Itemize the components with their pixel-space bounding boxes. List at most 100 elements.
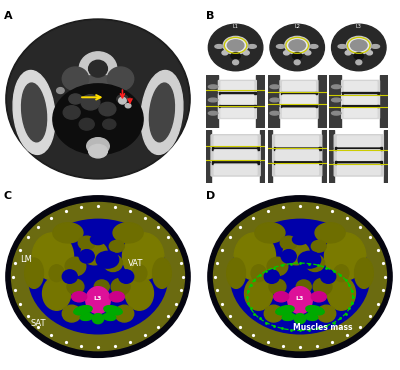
Ellipse shape <box>334 265 349 282</box>
Text: L1: L1 <box>233 24 238 29</box>
Ellipse shape <box>255 223 285 243</box>
Ellipse shape <box>234 233 276 280</box>
Ellipse shape <box>231 53 240 60</box>
Ellipse shape <box>208 196 392 357</box>
Text: A: A <box>4 11 13 21</box>
FancyBboxPatch shape <box>273 135 322 148</box>
Ellipse shape <box>99 102 116 116</box>
FancyBboxPatch shape <box>273 163 322 176</box>
FancyBboxPatch shape <box>260 130 265 183</box>
Ellipse shape <box>321 270 336 283</box>
FancyBboxPatch shape <box>214 164 257 175</box>
Ellipse shape <box>150 83 174 142</box>
Ellipse shape <box>28 219 168 334</box>
Ellipse shape <box>332 24 386 71</box>
Ellipse shape <box>109 292 124 302</box>
Ellipse shape <box>62 305 81 322</box>
Ellipse shape <box>87 138 109 155</box>
Ellipse shape <box>276 44 285 48</box>
Ellipse shape <box>317 305 336 322</box>
Ellipse shape <box>103 313 116 320</box>
FancyBboxPatch shape <box>211 163 260 176</box>
FancyBboxPatch shape <box>283 108 315 117</box>
FancyBboxPatch shape <box>268 75 280 128</box>
FancyBboxPatch shape <box>283 82 315 91</box>
Ellipse shape <box>288 287 312 314</box>
FancyBboxPatch shape <box>276 136 318 147</box>
Ellipse shape <box>225 38 246 53</box>
Ellipse shape <box>345 51 351 55</box>
Text: L3: L3 <box>296 296 304 301</box>
FancyBboxPatch shape <box>329 75 341 128</box>
Ellipse shape <box>227 258 246 288</box>
Ellipse shape <box>152 258 171 288</box>
Ellipse shape <box>371 44 380 48</box>
Ellipse shape <box>119 270 134 283</box>
Ellipse shape <box>63 106 80 119</box>
FancyBboxPatch shape <box>281 105 317 107</box>
Ellipse shape <box>306 306 324 315</box>
Text: C: C <box>4 191 12 201</box>
Text: Muscles mass: Muscles mass <box>293 323 352 332</box>
Ellipse shape <box>233 60 238 65</box>
Ellipse shape <box>244 276 273 310</box>
Ellipse shape <box>286 38 308 53</box>
Ellipse shape <box>57 88 64 94</box>
FancyBboxPatch shape <box>334 135 383 148</box>
Ellipse shape <box>296 280 311 293</box>
FancyBboxPatch shape <box>206 75 218 128</box>
FancyBboxPatch shape <box>335 161 382 164</box>
Ellipse shape <box>248 44 256 48</box>
FancyBboxPatch shape <box>219 91 256 94</box>
Ellipse shape <box>222 51 228 55</box>
Text: L3: L3 <box>356 24 362 29</box>
FancyBboxPatch shape <box>274 147 321 150</box>
FancyBboxPatch shape <box>221 82 254 91</box>
Ellipse shape <box>53 84 143 155</box>
FancyBboxPatch shape <box>342 94 380 105</box>
Ellipse shape <box>292 235 308 245</box>
Text: LM: LM <box>21 255 32 264</box>
Ellipse shape <box>315 223 345 243</box>
FancyBboxPatch shape <box>214 150 257 161</box>
Ellipse shape <box>12 202 184 351</box>
FancyBboxPatch shape <box>221 108 254 117</box>
Ellipse shape <box>6 196 190 357</box>
Ellipse shape <box>230 219 370 334</box>
Ellipse shape <box>92 314 104 324</box>
FancyBboxPatch shape <box>211 148 260 162</box>
Ellipse shape <box>294 314 306 324</box>
Ellipse shape <box>70 75 126 95</box>
FancyBboxPatch shape <box>334 148 383 162</box>
Ellipse shape <box>62 270 77 283</box>
Ellipse shape <box>6 19 190 179</box>
FancyBboxPatch shape <box>280 107 318 118</box>
Text: D: D <box>206 191 215 201</box>
Ellipse shape <box>264 270 279 283</box>
Ellipse shape <box>125 104 131 108</box>
FancyBboxPatch shape <box>212 161 259 164</box>
Text: VAT: VAT <box>128 259 143 268</box>
FancyBboxPatch shape <box>342 105 379 107</box>
FancyBboxPatch shape <box>318 75 327 128</box>
FancyBboxPatch shape <box>344 95 377 104</box>
Ellipse shape <box>305 313 318 320</box>
Ellipse shape <box>104 255 122 272</box>
Ellipse shape <box>292 53 302 60</box>
Ellipse shape <box>111 278 130 295</box>
Ellipse shape <box>332 85 341 88</box>
FancyBboxPatch shape <box>218 107 256 118</box>
Ellipse shape <box>79 118 94 130</box>
FancyBboxPatch shape <box>342 80 380 92</box>
Ellipse shape <box>356 60 362 65</box>
Ellipse shape <box>214 202 386 351</box>
Ellipse shape <box>81 95 100 110</box>
Ellipse shape <box>332 111 341 115</box>
Ellipse shape <box>74 306 92 315</box>
Ellipse shape <box>305 51 311 55</box>
FancyBboxPatch shape <box>276 164 318 175</box>
Ellipse shape <box>270 85 280 88</box>
FancyBboxPatch shape <box>256 75 265 128</box>
FancyBboxPatch shape <box>281 91 317 94</box>
Ellipse shape <box>285 36 310 54</box>
